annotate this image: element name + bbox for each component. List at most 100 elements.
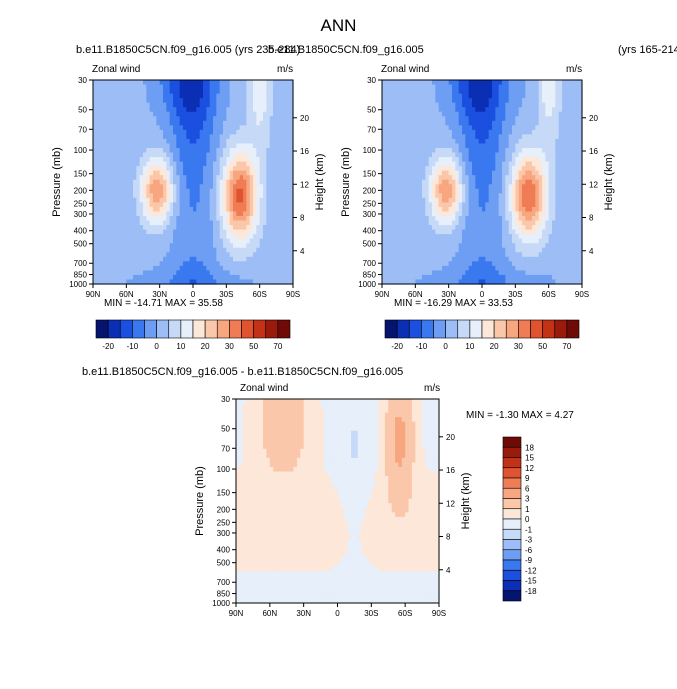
panel-2-cell xyxy=(405,170,410,176)
panel-1-cell xyxy=(146,107,151,113)
panel-1-cell xyxy=(199,202,204,208)
panel-2-cell xyxy=(435,166,440,172)
panel-2-cell xyxy=(442,138,446,145)
panel-2-cell xyxy=(558,193,563,199)
panel-2-cell xyxy=(398,234,403,240)
panel-1-cell xyxy=(189,234,194,240)
panel-2-cell xyxy=(428,166,433,172)
panel-2-cell xyxy=(558,120,563,126)
panel-2-cell xyxy=(475,98,480,104)
panel-2-cell xyxy=(498,138,503,145)
panel-1-cell xyxy=(183,166,187,172)
panel-2-cell xyxy=(412,175,416,181)
panel-1-cell xyxy=(136,247,141,253)
panel-1-cell xyxy=(96,170,101,176)
panel-2-cell xyxy=(455,93,460,99)
panel-1-cell xyxy=(239,125,244,131)
panel-2-cell xyxy=(535,89,540,95)
panel-2-cell xyxy=(522,184,526,190)
panel-1-cell xyxy=(109,157,114,163)
panel-2-cell xyxy=(492,229,496,235)
panel-1-cell xyxy=(286,202,291,208)
panel-2-cell xyxy=(572,102,576,108)
panel-1-cell xyxy=(189,116,194,122)
panel-1-cell xyxy=(163,134,167,140)
panel-2-cell xyxy=(432,206,436,213)
panel-2-cell xyxy=(565,129,570,135)
panel-1-cell xyxy=(143,143,147,149)
panel-2-cell xyxy=(408,152,413,158)
panel-1-cell xyxy=(139,107,144,113)
panel-2-cell xyxy=(505,225,510,231)
panel-2-cell xyxy=(425,93,430,99)
panel-1-cell xyxy=(116,206,121,213)
panel-2-cell xyxy=(475,157,480,163)
panel-1-cell xyxy=(143,175,147,181)
panel-1-cell xyxy=(146,93,151,99)
panel-1-cell xyxy=(249,179,254,185)
panel-1-cell xyxy=(219,270,224,276)
panel-2-cell xyxy=(512,80,516,86)
panel-2-cell xyxy=(402,129,406,135)
panel-2-cell xyxy=(395,161,400,167)
panel-1-cell xyxy=(236,152,241,158)
panel-2-units: m/s xyxy=(566,64,583,75)
panel-2-cell xyxy=(502,197,506,203)
panel-2-cell xyxy=(402,202,406,208)
panel-1-cell xyxy=(133,229,137,235)
panel-1-cell xyxy=(216,125,221,131)
panel-1-cell xyxy=(99,166,104,172)
panel-2-cell xyxy=(432,243,436,249)
panel-1-cell xyxy=(123,152,127,158)
panel-1-cell xyxy=(226,265,231,271)
panel-1-cell xyxy=(126,274,131,281)
panel-2-cell xyxy=(405,102,410,108)
panel-2-cell xyxy=(412,170,416,176)
panel-2-cell xyxy=(558,216,563,222)
panel-1-cell xyxy=(103,252,107,258)
panel-2-cell xyxy=(558,111,563,117)
panel-2-cell xyxy=(385,120,390,126)
panel-1-cell xyxy=(246,157,251,163)
panel-1-cell xyxy=(103,243,107,249)
panel-2-cell xyxy=(415,184,420,190)
panel-2-cell xyxy=(578,89,583,95)
panel-1-cell xyxy=(99,120,104,126)
panel-2-cell xyxy=(402,84,406,90)
panel-1-cell xyxy=(289,116,294,122)
panel-1-cell xyxy=(116,229,121,235)
panel-1-cell xyxy=(173,270,177,276)
panel-1-cell xyxy=(116,270,121,276)
panel-2-cell xyxy=(462,188,466,194)
panel-2-cell xyxy=(485,116,490,122)
panel-2-cell xyxy=(498,243,503,249)
panel-1-cell xyxy=(196,243,201,249)
panel-1-cell xyxy=(179,120,184,126)
panel-1-cell xyxy=(126,170,131,176)
panel-1-cell xyxy=(103,234,107,240)
panel-2-cell xyxy=(472,84,476,90)
panel-1-cell xyxy=(203,265,207,271)
panel-1-cell xyxy=(139,138,144,145)
panel-1-cell xyxy=(233,238,237,244)
panel-1-cell xyxy=(279,166,284,172)
panel-2-cell xyxy=(528,116,533,122)
panel-1-cell xyxy=(173,175,177,181)
panel-2-cell xyxy=(578,152,583,158)
panel-2-cell xyxy=(408,157,413,163)
panel-1-ylabel: Pressure (mb) xyxy=(51,147,63,217)
panel-2-cell xyxy=(438,220,443,226)
panel-1-cell xyxy=(239,143,244,149)
panel-2-cell xyxy=(552,148,556,154)
panel-2-cell xyxy=(488,152,493,158)
panel-1-cell xyxy=(279,197,284,203)
panel-1-cell xyxy=(249,265,254,271)
panel-2-cell xyxy=(425,125,430,131)
panel-1-cell xyxy=(173,179,177,185)
panel-2-cell xyxy=(452,216,456,222)
panel-1-cell xyxy=(253,261,257,267)
panel-1-cell xyxy=(283,89,287,95)
panel-1-cell xyxy=(106,197,111,203)
panel-1-cell xyxy=(216,184,221,190)
panel-1-cell xyxy=(179,252,184,258)
